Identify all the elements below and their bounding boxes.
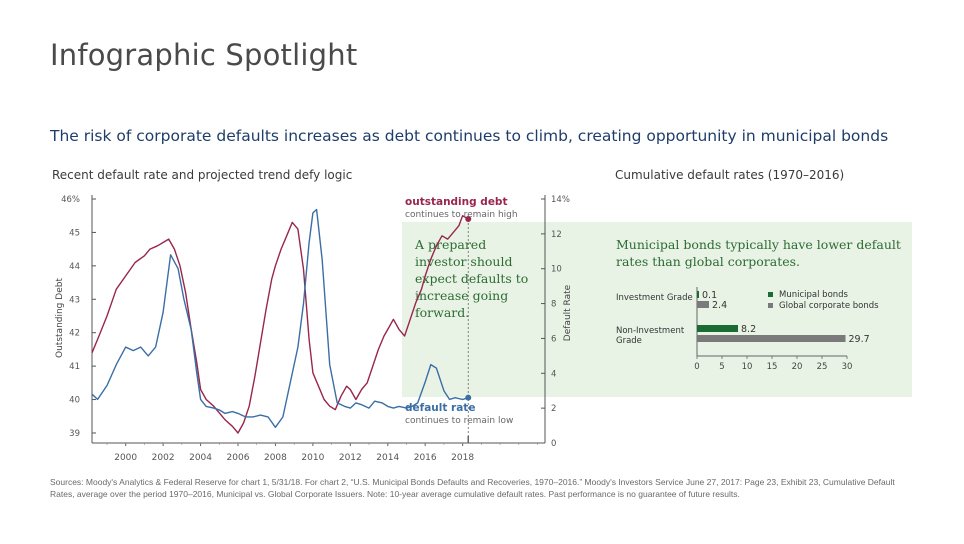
legend-label: Global corporate bonds — [779, 301, 879, 311]
y-left-axis-label: Outstanding Debt — [55, 278, 65, 358]
bar-category-label: Grade — [616, 336, 642, 346]
x-tick-label: 2000 — [114, 453, 137, 463]
municipal-note: Municipal bonds typically have lower def… — [616, 237, 901, 269]
y-left-tick-label: 44 — [69, 262, 80, 272]
bar-value-label: 29.7 — [849, 334, 870, 345]
corporate-bar — [697, 301, 709, 308]
sources-note: Sources: Moody's Analytics & Federal Res… — [50, 477, 895, 499]
x-tick-label: 2004 — [189, 453, 212, 463]
x-tick-label: 2008 — [264, 453, 287, 463]
municipal-bar — [697, 291, 699, 298]
bar-x-tick-label: 30 — [842, 362, 853, 372]
bar-x-tick-label: 15 — [767, 362, 778, 372]
bar-x-tick-label: 0 — [694, 362, 699, 372]
bar-category-label: Non-Investment — [616, 326, 685, 336]
default-rate-line — [91, 208, 469, 428]
default-rate-endpoint — [465, 394, 472, 401]
x-tick-label: 2014 — [376, 453, 399, 463]
y-right-tick-label: 14% — [551, 195, 570, 205]
x-tick-label: 2018 — [451, 453, 474, 463]
legend-swatch — [768, 303, 773, 308]
outstanding-debt-line — [91, 214, 469, 434]
x-tick-label: 2002 — [152, 453, 175, 463]
corporate-bar — [697, 335, 846, 342]
y-right-tick-label: 2 — [551, 404, 556, 414]
line-chart-title: Recent default rate and projected trend … — [52, 168, 353, 182]
highlight-panel — [402, 222, 912, 397]
default-rate-annotation-title: default rate — [405, 402, 475, 414]
y-left-tick-label: 45 — [69, 228, 80, 238]
y-left-tick-label: 40 — [69, 396, 80, 406]
outstanding-debt-annotation-text: continues to remain high — [405, 210, 518, 220]
page-title: Infographic Spotlight — [50, 38, 358, 72]
bar-x-tick-label: 20 — [792, 362, 803, 372]
y-right-axis-label: Default Rate — [563, 284, 573, 341]
y-right-tick-label: 10 — [551, 265, 562, 275]
y-left-tick-label: 39 — [69, 429, 80, 439]
y-right-tick-label: 12 — [551, 230, 562, 240]
x-tick-label: 2016 — [414, 453, 437, 463]
bar-value-label: 8.2 — [741, 324, 756, 335]
page-subtitle: The risk of corporate defaults increases… — [50, 127, 889, 145]
y-left-tick-label: 46% — [61, 195, 80, 205]
y-right-tick-label: 0 — [551, 439, 556, 449]
bar-x-tick-label: 25 — [817, 362, 828, 372]
default-rate-annotation-text: continues to remain low — [405, 416, 513, 426]
bar-x-tick-label: 10 — [742, 362, 753, 372]
bar-category-label: Investment Grade — [616, 293, 693, 303]
x-tick-label: 2006 — [227, 453, 250, 463]
bar-value-label: 2.4 — [712, 300, 727, 311]
x-tick-label: 2012 — [339, 453, 362, 463]
bar-value-label: 0.1 — [702, 290, 717, 301]
y-left-tick-label: 43 — [69, 295, 80, 305]
y-right-tick-label: 8 — [551, 300, 556, 310]
legend-swatch — [768, 292, 773, 297]
y-right-tick-label: 6 — [551, 334, 556, 344]
legend-label: Municipal bonds — [779, 290, 849, 300]
bar-x-tick-label: 5 — [719, 362, 724, 372]
y-left-tick-label: 41 — [69, 362, 80, 372]
bar-chart-title: Cumulative default rates (1970–2016) — [615, 168, 845, 182]
x-tick-label: 2010 — [301, 453, 324, 463]
y-right-tick-label: 4 — [551, 369, 556, 379]
outstanding-debt-annotation-title: outstanding debt — [405, 196, 507, 208]
municipal-bar — [697, 325, 738, 332]
y-left-tick-label: 42 — [69, 329, 80, 339]
outstanding-debt-endpoint — [465, 216, 472, 223]
